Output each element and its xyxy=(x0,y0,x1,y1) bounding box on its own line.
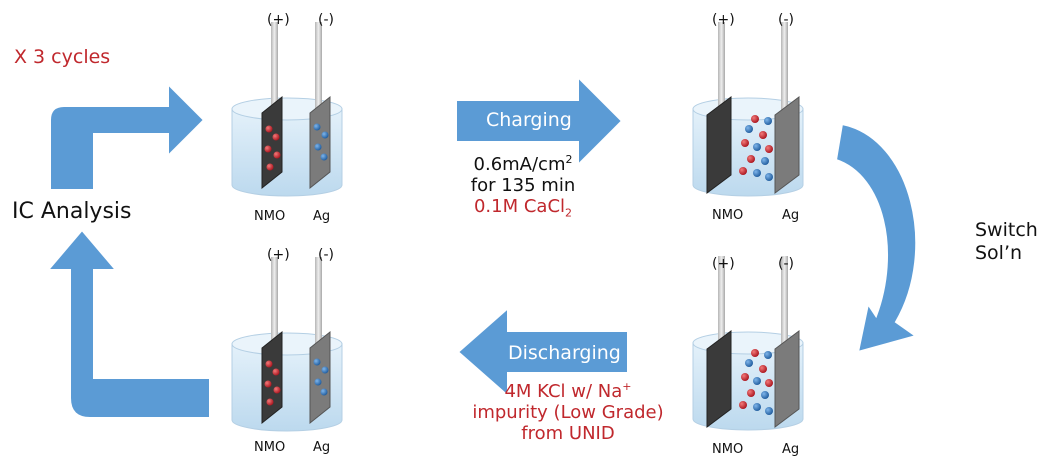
switch-solution-curved-arrow xyxy=(834,122,919,354)
top-right-plus-terminal: (+) xyxy=(712,12,735,28)
cell-top-left xyxy=(231,21,343,197)
bottom-right-minus-terminal: (-) xyxy=(778,256,794,272)
bottom-right-plus-terminal: (+) xyxy=(712,256,735,272)
cell-bottom-left xyxy=(231,256,343,432)
top-left-minus-terminal: (-) xyxy=(318,12,334,28)
charging-solution: 0.1M CaCl2 xyxy=(473,196,573,220)
discharging-electrolyte: 4M KCl w/ Na+ xyxy=(504,380,632,402)
top-right-nmo-label: NMO xyxy=(712,208,744,223)
charging-conditions: 0.6mA/cm2 for 135 min 0.1M CaCl2 xyxy=(458,149,588,224)
discharging-conditions: 4M KCl w/ Na+ impurity (Low Grade) from … xyxy=(452,376,684,444)
discharging-source: from UNID xyxy=(521,423,615,444)
top-left-nmo-label: NMO xyxy=(254,209,286,224)
bottom-left-ag-label: Ag xyxy=(313,440,331,455)
bottom-right-nmo-label: NMO xyxy=(712,442,744,457)
bottom-left-minus-terminal: (-) xyxy=(318,247,334,263)
top-left-plus-terminal: (+) xyxy=(267,12,290,28)
charging-duration: for 135 min xyxy=(470,175,576,196)
switch-solution-line-2: Sol’n xyxy=(975,242,1023,264)
bottom-left-nmo-label: NMO xyxy=(254,440,286,455)
discharging-arrow xyxy=(456,305,629,399)
cell-bottom-right xyxy=(692,255,804,431)
top-right-ag-label: Ag xyxy=(782,208,800,223)
return-arrow-top xyxy=(49,81,206,191)
charging-current-density: 0.6mA/cm2 xyxy=(473,153,573,175)
ic-analysis-label: IC Analysis xyxy=(12,199,132,224)
charging-arrow xyxy=(455,74,624,168)
bottom-right-ag-label: Ag xyxy=(782,442,800,457)
switch-solution-label: Switch Sol’n xyxy=(975,219,1038,265)
return-arrow-bottom xyxy=(45,228,211,419)
bottom-left-plus-terminal: (+) xyxy=(267,247,290,263)
top-left-ag-label: Ag xyxy=(313,209,331,224)
charging-label: Charging xyxy=(486,109,572,131)
cycle-count-label: X 3 cycles xyxy=(14,46,111,68)
discharging-label: Discharging xyxy=(508,342,621,364)
top-right-minus-terminal: (-) xyxy=(778,12,794,28)
cell-top-right xyxy=(692,21,804,197)
switch-solution-line-1: Switch xyxy=(975,219,1038,241)
discharging-impurity: impurity (Low Grade) xyxy=(472,402,664,423)
